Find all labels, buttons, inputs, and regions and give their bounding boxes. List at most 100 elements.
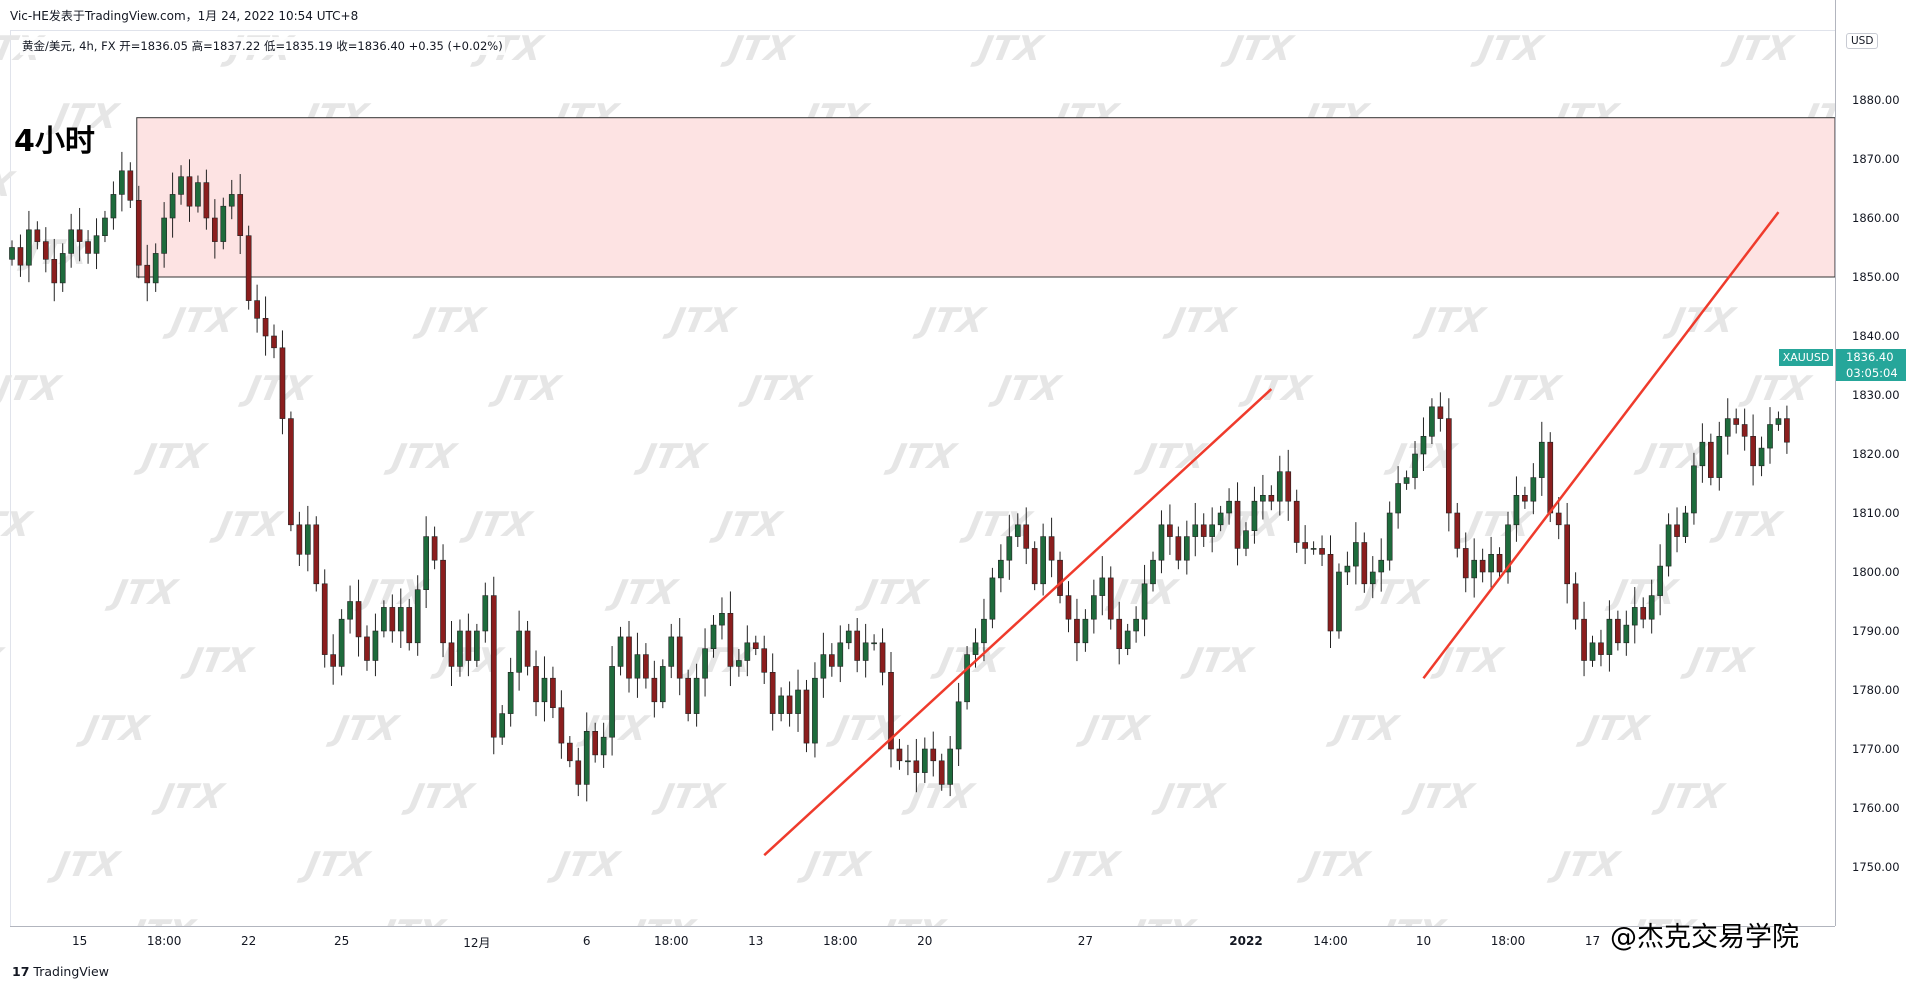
trendline-layer[interactable]	[763, 211, 1780, 857]
candle-up	[947, 748, 953, 785]
candle-down	[1708, 441, 1714, 478]
candle-down	[490, 595, 497, 738]
watermark: JTX	[987, 369, 1065, 409]
watermark: JTX	[1662, 301, 1740, 341]
candle-up	[110, 194, 117, 219]
last-price-tag: 1836.40 03:05:04	[1836, 349, 1906, 382]
candle-down	[1445, 418, 1452, 514]
price-tick-label: 1820.00	[1852, 447, 1900, 461]
candle-down	[1733, 418, 1740, 425]
candle-up	[1699, 441, 1706, 467]
price-tick-label: 1750.00	[1852, 860, 1900, 874]
price-tick-label: 1870.00	[1852, 152, 1900, 166]
price-axis[interactable]: USD 1880.00 1870.00 1860.00 1850.00 1840.00 1…	[1835, 0, 1920, 926]
candle-down	[524, 630, 531, 667]
candle-up	[1767, 424, 1773, 449]
candle-up	[837, 642, 844, 667]
candle-down	[1581, 618, 1587, 661]
price-tick-label: 1770.00	[1852, 742, 1900, 756]
timeframe-label: 4小时	[14, 124, 95, 159]
candle-down	[330, 654, 337, 667]
candle-down	[1674, 524, 1680, 537]
candle-down	[389, 607, 396, 632]
candle-up	[372, 630, 379, 661]
watermark: JTX	[1708, 505, 1786, 545]
watermark: JTX	[1719, 29, 1797, 69]
candle-up	[972, 642, 979, 655]
tradingview-brand[interactable]: 17 TradingView	[12, 964, 109, 979]
watermark: JTX	[604, 573, 682, 613]
time-tick-label: 2022	[1229, 934, 1263, 948]
chart-canvas: JTX JTX JTX JTX JTX JTX JTX JTX JTX JTX JTX JTX JTX J…	[0, 29, 1835, 926]
watermark: JTX	[1219, 29, 1297, 69]
candle-down	[1454, 512, 1461, 549]
candle-down	[262, 317, 269, 337]
candle-up	[1395, 483, 1401, 514]
candle-up	[1183, 536, 1190, 561]
candle-down	[1167, 524, 1173, 537]
time-tick-label: 25	[333, 934, 350, 948]
watermark: JTX	[75, 709, 153, 749]
bar-countdown: 03:05:04	[1846, 366, 1898, 381]
price-tick-label: 1800.00	[1852, 565, 1900, 579]
candle-down	[1268, 494, 1275, 502]
candle-up	[955, 701, 962, 750]
candle-down	[558, 707, 565, 744]
candle-down	[1437, 406, 1444, 419]
candle-down	[1074, 618, 1080, 644]
candle-down	[296, 524, 303, 555]
candle-up	[862, 642, 869, 661]
brand-name: TradingView	[33, 964, 109, 979]
candle-down	[34, 229, 41, 242]
trendline-2[interactable]	[1422, 211, 1780, 679]
watermark: JTX	[1650, 777, 1728, 817]
currency-badge[interactable]: USD	[1846, 33, 1879, 49]
candle-down	[144, 264, 151, 284]
watermark: JTX	[1622, 913, 1700, 926]
candle-down	[1107, 577, 1114, 620]
chart-pane[interactable]	[10, 30, 1836, 927]
candle-down	[271, 335, 277, 349]
candle-up	[195, 182, 201, 207]
candle-up	[1344, 565, 1351, 573]
watermark: JTX	[104, 573, 182, 613]
candle-down	[245, 235, 252, 301]
candle-up	[1310, 548, 1317, 550]
candle-up	[998, 559, 1004, 579]
publisher-info: Vic-HE发表于TradingView.com，1月 24, 2022 10:…	[10, 9, 359, 23]
candle-down	[676, 636, 683, 679]
candle-up	[1260, 494, 1266, 502]
candle-down	[1200, 524, 1207, 537]
watermark: JTX	[412, 301, 490, 341]
watermark: JTX	[150, 777, 228, 817]
candle-down	[803, 689, 810, 744]
time-axis[interactable]: 15 18:00 22 25 12月 6 18:00 13 18:00 20 27 2022 14:00…	[10, 926, 1835, 957]
candle-down	[212, 217, 218, 242]
watermark: JTX	[969, 29, 1047, 69]
candle-up	[964, 654, 970, 703]
candle-up	[1141, 583, 1148, 620]
candle-down	[854, 630, 861, 661]
watermark: JTX	[1325, 709, 1403, 749]
candle-up	[1657, 565, 1663, 596]
candle-down	[313, 524, 320, 585]
candle-up	[9, 247, 15, 260]
price-tick-label: 1860.00	[1852, 211, 1900, 225]
trendline-1[interactable]	[763, 388, 1273, 857]
watermark: JTX	[208, 505, 286, 545]
candle-up	[1589, 642, 1596, 661]
candle-down	[51, 258, 58, 284]
candle-down	[592, 730, 599, 756]
time-tick-label: 12月	[463, 936, 491, 950]
watermark: JTX	[719, 29, 797, 69]
candle-up	[119, 170, 125, 195]
watermark: JTX	[1487, 369, 1565, 409]
candle-down	[1598, 642, 1604, 655]
watermark: JTX	[1372, 913, 1450, 926]
resistance-zone-rect[interactable]	[136, 117, 1835, 278]
candle-up	[423, 536, 429, 590]
candle-up	[1209, 524, 1216, 537]
candle-up	[152, 253, 159, 284]
candle-down	[17, 247, 24, 266]
candle-up	[338, 618, 345, 667]
